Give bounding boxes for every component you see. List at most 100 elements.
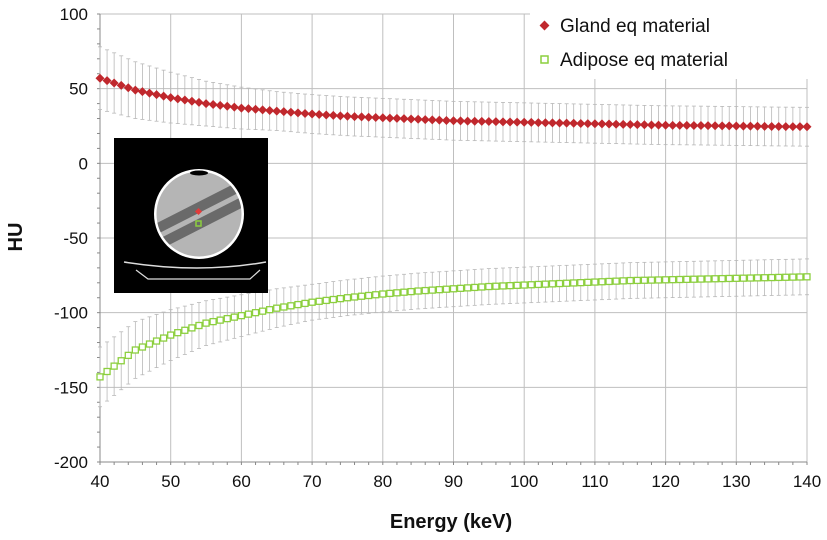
gland-data-point [137,87,147,97]
adipose-data-point [718,274,726,283]
adipose-data-point [414,287,422,295]
adipose-data-point [251,309,260,317]
adipose-data-point [598,278,606,286]
adipose-data-point [280,303,288,311]
adipose-data-point [258,307,267,315]
y-tick-label: -200 [54,453,88,472]
adipose-data-point [117,357,125,365]
adipose-data-point [435,286,444,294]
gland-data-point [342,111,352,121]
gland-data-point [597,119,607,129]
gland-data-point [618,119,628,129]
adipose-data-point [753,274,762,282]
adipose-data-point [216,316,224,324]
x-tick-label: 140 [793,472,821,491]
gland-data-point [562,118,572,128]
gland-data-point [745,121,755,131]
gland-data-point [166,93,176,103]
gland-data-point [703,121,713,131]
gland-data-point [130,85,140,95]
gland-data-point [215,100,225,110]
gland-data-point [180,95,190,105]
gland-data-point [604,119,614,129]
gland-data-point [286,107,296,117]
gland-data-point [625,120,635,130]
adipose-data-point [633,276,641,285]
y-tick-label: 100 [60,5,88,24]
gland-data-point [767,121,777,131]
gland-data-point [222,101,232,111]
gland-data-point [357,112,367,122]
adipose-data-point [541,280,550,288]
gland-data-point [540,118,550,128]
gland-data-point [413,114,423,124]
x-tick-label: 120 [651,472,679,491]
gland-data-point [646,120,656,130]
adipose-data-point [739,274,748,282]
adipose-data-point [195,321,203,330]
gland-data-point [477,116,487,126]
adipose-data-point [478,283,486,291]
adipose-data-point [145,340,154,348]
gland-data-point [611,119,621,129]
adipose-data-point [463,284,472,292]
gland-data-point [731,121,741,131]
gland-data-point [144,88,154,98]
adipose-data-point [428,286,436,294]
adipose-data-point [796,273,804,281]
adipose-data-point [513,281,521,289]
gland-data-point [321,110,331,120]
adipose-data-point [329,295,337,304]
gland-data-point [159,91,169,101]
x-tick-label: 110 [581,472,608,491]
adipose-data-point [393,289,401,297]
x-axis-title: Energy (keV) [390,511,512,533]
gland-data-point [526,117,536,127]
gland-data-point [795,122,805,132]
gland-data-point [279,107,289,117]
adipose-data-point [442,285,451,293]
gland-data-point [484,117,494,127]
adipose-data-point [202,319,210,327]
adipose-data-point [138,343,147,351]
adipose-data-point [273,304,281,312]
adipose-data-point [301,299,309,308]
adipose-data-point [421,286,429,295]
gland-data-point [378,113,388,123]
phantom-top-notch [190,170,208,176]
gland-data-point [258,105,268,115]
gland-data-point [724,121,734,131]
gland-data-point [533,118,543,128]
gland-data-point [675,120,685,130]
gland-data-point [505,117,515,127]
gland-data-point [229,102,239,112]
adipose-data-point [760,274,769,282]
adipose-data-point [782,273,790,281]
x-tick-label: 100 [510,472,538,491]
adipose-data-point [471,283,479,292]
gland-data-point [753,121,763,131]
gland-data-point [187,96,197,106]
gland-data-point [781,122,791,132]
gland-data-point [583,119,593,129]
gland-data-point [576,118,586,128]
adipose-data-point [732,274,740,282]
adipose-data-point [654,276,663,284]
adipose-data-point [647,276,656,284]
legend-adipose-marker [540,55,549,64]
gland-data-point [555,118,565,128]
adipose-data-point [266,306,274,314]
adipose-data-point [803,273,811,281]
gland-data-point [661,120,671,130]
adipose-data-point [407,287,415,296]
adipose-data-point [725,274,733,283]
adipose-data-point [506,281,514,290]
gland-data-point [385,113,395,123]
gland-data-point [116,80,126,90]
adipose-data-point [605,277,613,286]
adipose-data-point [492,282,500,290]
gland-data-point [300,108,310,118]
gland-data-point [251,104,261,114]
gland-data-point [194,97,204,107]
